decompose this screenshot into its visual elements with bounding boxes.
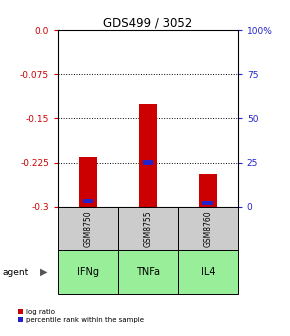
Text: GSM8750: GSM8750 bbox=[84, 210, 93, 247]
Text: GSM8755: GSM8755 bbox=[143, 210, 153, 247]
Text: IL4: IL4 bbox=[201, 267, 215, 277]
Bar bbox=[83, 199, 93, 203]
Text: TNFa: TNFa bbox=[136, 267, 160, 277]
Legend: log ratio, percentile rank within the sample: log ratio, percentile rank within the sa… bbox=[18, 309, 144, 323]
Text: ▶: ▶ bbox=[40, 267, 48, 277]
Bar bbox=[79, 157, 97, 207]
Title: GDS499 / 3052: GDS499 / 3052 bbox=[103, 16, 193, 29]
Bar bbox=[118, 207, 178, 250]
Text: agent: agent bbox=[3, 268, 29, 277]
Bar bbox=[58, 250, 118, 294]
Text: GSM8760: GSM8760 bbox=[203, 210, 212, 247]
Bar bbox=[178, 250, 238, 294]
Bar bbox=[118, 250, 178, 294]
Bar bbox=[139, 104, 157, 207]
Bar bbox=[178, 207, 238, 250]
Text: IFNg: IFNg bbox=[77, 267, 99, 277]
Bar bbox=[142, 161, 153, 165]
Bar bbox=[199, 174, 217, 207]
Bar bbox=[202, 201, 213, 205]
Bar bbox=[58, 207, 118, 250]
